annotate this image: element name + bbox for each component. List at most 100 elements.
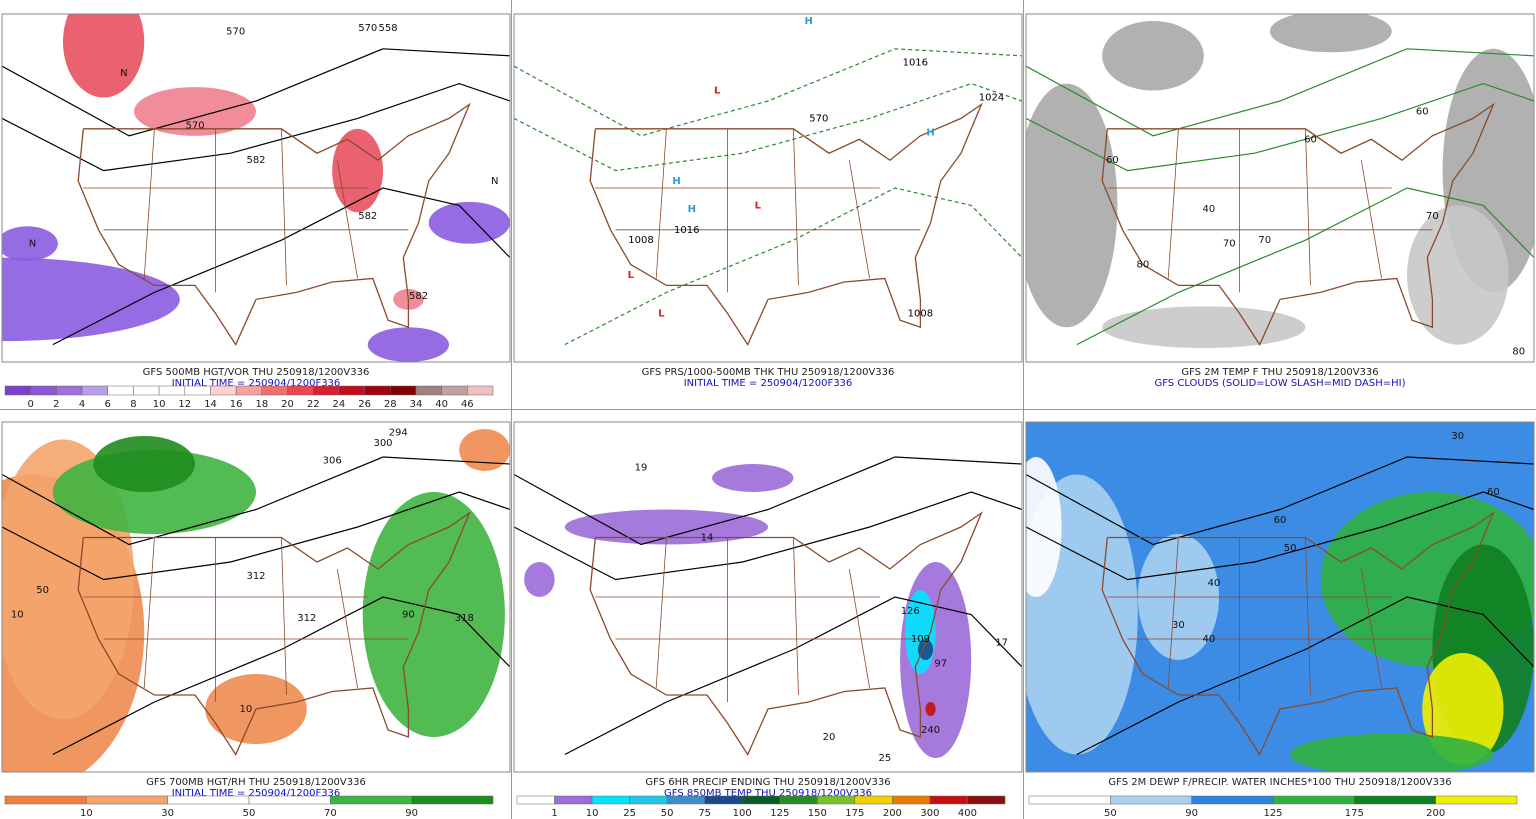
coastline	[589, 102, 983, 346]
state-line	[1305, 537, 1311, 696]
colorbar-swatch	[411, 795, 494, 805]
map-label: 312	[246, 571, 265, 582]
field-area	[1026, 83, 1118, 328]
colorbar-label: 18	[255, 399, 268, 410]
field-area	[2, 226, 58, 262]
field-area	[428, 201, 510, 244]
map-label: 14	[701, 533, 714, 544]
colorbar-label: 70	[324, 808, 337, 819]
colorbar-swatch	[591, 795, 630, 805]
field-area	[564, 509, 769, 545]
colorbar-swatch	[338, 385, 365, 396]
colorbar-swatch	[1435, 795, 1518, 805]
caption: GFS 700MB HGT/RH THU 250918/1200V336	[146, 777, 366, 788]
map-label: 1024	[979, 93, 1004, 104]
caption: GFS PRS/1000-500MB THK THU 250918/1200V3…	[642, 367, 895, 378]
colorbar-label: 4	[79, 399, 85, 410]
caption: GFS CLOUDS (SOLID=LOW SLASH=MID DASH=HI)	[1154, 378, 1405, 389]
map-label: 294	[389, 428, 408, 439]
map-label: H	[926, 127, 934, 138]
map-label: N	[491, 176, 498, 187]
contour	[2, 456, 510, 546]
map-label: 60	[1274, 515, 1287, 526]
colorbar-label: 28	[384, 399, 397, 410]
colorbar-swatch	[158, 385, 186, 396]
colorbar-label: 200	[1426, 808, 1445, 819]
map-frame	[1, 13, 511, 363]
colorbar-swatch	[312, 385, 340, 396]
contour	[564, 187, 1022, 346]
field-area	[1269, 14, 1392, 53]
map-label: 50	[36, 585, 49, 596]
map-label: 1008	[628, 235, 653, 246]
colorbar-swatch	[1028, 795, 1111, 805]
map-label: 40	[1208, 578, 1221, 589]
colorbar-swatch	[892, 795, 931, 805]
colorbar-swatch	[1110, 795, 1192, 805]
colorbar-swatch	[184, 385, 211, 396]
field-area	[134, 87, 256, 136]
map-label: 80	[1512, 347, 1525, 358]
map-label: 40	[1203, 634, 1216, 645]
contour	[1026, 456, 1534, 546]
colorbar-label: 10	[80, 808, 93, 819]
colorbar-swatch	[30, 385, 57, 396]
map-label: 1016	[674, 225, 699, 236]
state-line	[281, 537, 287, 696]
colorbar-swatch	[817, 795, 856, 805]
map-label: 20	[823, 732, 836, 743]
colorbar-swatch	[1191, 795, 1274, 805]
field-area	[925, 702, 936, 716]
map-label: 558	[379, 23, 398, 34]
colorbar-label: 125	[770, 808, 789, 819]
caption: GFS 6HR PRECIP ENDING THU 250918/1200V33…	[645, 777, 890, 788]
map-label: 240	[921, 725, 940, 736]
colorbar-swatch	[516, 795, 555, 805]
contour	[2, 48, 510, 137]
colorbar-swatch	[107, 385, 134, 396]
state-line	[143, 128, 155, 279]
caption: INITIAL TIME = 250904/1200F336	[172, 378, 341, 389]
map-label: 97	[934, 659, 947, 670]
colorbar-label: 16	[230, 399, 243, 410]
map-label: 30	[1172, 620, 1185, 631]
contour	[564, 596, 1022, 756]
colorbar-swatch	[929, 795, 968, 805]
map-label: 1016	[903, 58, 928, 69]
colorbar-label: 50	[243, 808, 256, 819]
map-label: 90	[402, 610, 415, 621]
contour	[52, 187, 510, 346]
map-label: 582	[409, 291, 428, 302]
contour	[2, 491, 510, 581]
colorbar-label: 2	[53, 399, 59, 410]
map-label: 570	[809, 113, 828, 124]
coastline	[1101, 511, 1495, 756]
colorbar-label: 24	[333, 399, 346, 410]
contour	[514, 456, 1022, 546]
map-panel: 60 70 80 60 70 40 60 80 70 GFS 2M TEMP F THU 2509…	[1025, 13, 1535, 389]
colorbar-label: 34	[410, 399, 423, 410]
colorbar-label: 75	[698, 808, 711, 819]
state-line	[1167, 128, 1179, 279]
colorbar-label: 10	[586, 808, 599, 819]
state-line	[336, 568, 358, 689]
map-label: 60	[1487, 487, 1500, 498]
map-label: 30	[1451, 431, 1464, 442]
colorbar-swatch	[779, 795, 818, 805]
contour	[1076, 187, 1534, 346]
colorbar-label: 20	[281, 399, 294, 410]
map-panel: 30 40 50 60 40 30 60 GFS 2M DEWP F/PRECIP. WATE…	[1025, 421, 1535, 819]
map: 60 70 80 60 70 40 60 80 70	[1026, 14, 1534, 362]
colorbar-label: 0	[27, 399, 33, 410]
map-label: 126	[901, 606, 920, 617]
map-label: 25	[878, 753, 891, 764]
state-line	[336, 160, 358, 279]
colorbar-label: 46	[461, 399, 474, 410]
field-area	[1290, 733, 1494, 772]
map-label: H	[804, 16, 812, 27]
caption: INITIAL TIME = 250904/1200F336	[684, 378, 853, 389]
map-label: 17	[995, 638, 1008, 649]
contour	[514, 82, 1022, 172]
